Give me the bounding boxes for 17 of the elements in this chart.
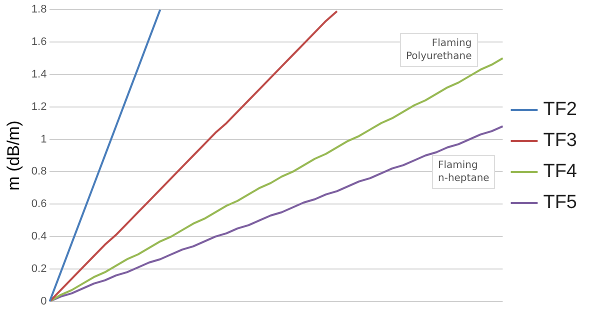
legend-label: TF3 bbox=[543, 130, 577, 152]
y-tick-label: 0.8 bbox=[31, 166, 47, 178]
y-tick-label: 0.4 bbox=[31, 230, 47, 243]
y-tick-label: 1.8 bbox=[31, 4, 47, 16]
legend-label: TF4 bbox=[543, 161, 578, 182]
annotation: Flaming Polyurethane bbox=[400, 33, 478, 67]
annotation: Flaming n-heptane bbox=[432, 155, 496, 189]
y-tick-label: 1 bbox=[40, 133, 47, 146]
y-tick-label: 1.6 bbox=[31, 36, 47, 48]
y-tick-label: 1.4 bbox=[31, 68, 47, 80]
y-tick-label: 0.2 bbox=[31, 263, 47, 276]
legend-label: TF2 bbox=[543, 99, 577, 120]
y-tick-label: 1.2 bbox=[31, 100, 47, 113]
y-tick-label: 0 bbox=[40, 295, 47, 308]
y-tick-label: 0.6 bbox=[31, 198, 47, 210]
legend-label: TF5 bbox=[543, 192, 577, 214]
y-axis-title: m (dB/m) bbox=[4, 120, 23, 190]
